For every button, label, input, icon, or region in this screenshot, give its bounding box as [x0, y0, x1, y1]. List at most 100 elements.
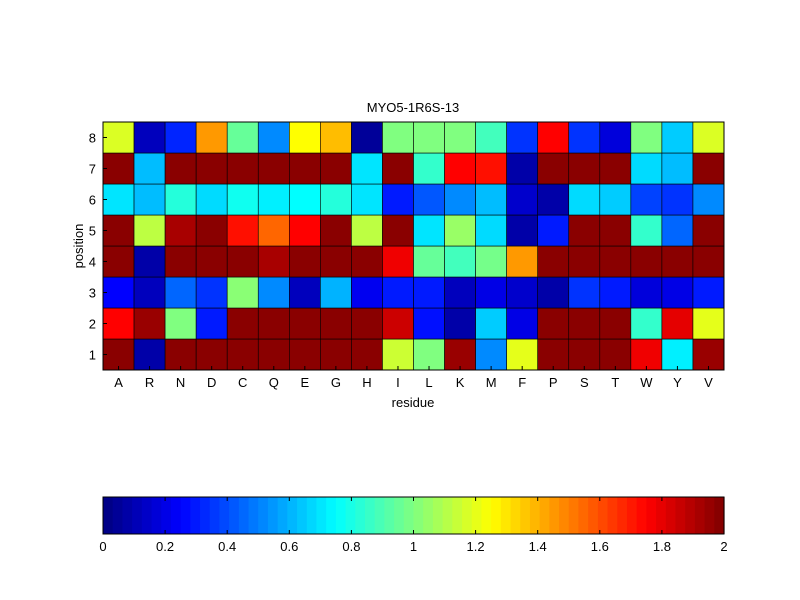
heatmap-cell-F-8: [506, 121, 538, 154]
colorbar-tick-label: 0.8: [342, 539, 360, 554]
heatmap-cell-F-3: [506, 276, 538, 309]
colorbar-swatch: [520, 497, 531, 534]
colorbar-swatch: [685, 497, 696, 534]
colorbar-swatch: [132, 497, 143, 534]
heatmap-cell-R-6: [133, 183, 166, 216]
heatmap-cell-G-8: [320, 121, 352, 154]
heatmap-cell-P-2: [537, 307, 570, 340]
colorbar-tick-label: 1.8: [653, 539, 671, 554]
heatmap-cell-Q-4: [257, 245, 290, 278]
y-tick-label-1: 1: [89, 348, 96, 363]
heatmap-cell-D-4: [195, 245, 228, 278]
heatmap-cell-L-6: [413, 183, 445, 216]
heatmap-cell-D-5: [195, 214, 228, 247]
heatmap-cell-A-6: [102, 183, 135, 216]
heatmap-cell-C-5: [226, 214, 259, 247]
x-tick-label-S: S: [580, 375, 589, 390]
colorbar-swatch: [626, 497, 638, 534]
colorbar-swatch: [403, 497, 415, 534]
heatmap-cell-Q-6: [257, 183, 290, 216]
heatmap-cell-K-1: [444, 338, 476, 371]
colorbar-swatch: [364, 497, 376, 534]
heatmap-cell-V-5: [692, 214, 725, 247]
x-tick-label-Q: Q: [269, 375, 279, 390]
heatmap-cell-K-6: [444, 183, 476, 216]
heatmap-cell-R-4: [133, 245, 166, 278]
heatmap-cell-F-2: [506, 307, 538, 340]
x-tick-label-Y: Y: [673, 375, 682, 390]
heatmap-grid: [102, 121, 725, 371]
y-axis-label: position: [71, 224, 86, 269]
heatmap-cell-I-6: [382, 183, 414, 216]
heatmap-cell-N-2: [164, 307, 197, 340]
x-axis-label: residue: [392, 395, 435, 410]
heatmap-cell-H-6: [351, 183, 383, 216]
heatmap-cell-P-1: [537, 338, 570, 371]
heatmap-cell-K-3: [444, 276, 476, 309]
heatmap-cell-D-2: [195, 307, 228, 340]
heatmap-cell-M-3: [475, 276, 507, 309]
x-tick-label-D: D: [207, 375, 216, 390]
colorbar-swatch: [219, 497, 230, 534]
heatmap-cell-E-3: [288, 276, 321, 309]
colorbar-swatch: [491, 497, 502, 534]
heatmap-cell-R-1: [133, 338, 166, 371]
y-axis-ticks: 1 2 3 4 5 6 7 8: [89, 131, 107, 363]
heatmap-cell-W-1: [630, 338, 663, 371]
x-tick-label-I: I: [396, 375, 400, 390]
colorbar-swatch: [151, 497, 162, 534]
heatmap-cell-V-2: [692, 307, 725, 340]
heatmap-cell-H-2: [351, 307, 383, 340]
heatmap-cell-D-6: [195, 183, 228, 216]
x-tick-label-P: P: [549, 375, 558, 390]
heatmap-cell-A-4: [102, 245, 135, 278]
colorbar-swatch: [238, 497, 250, 534]
colorbar-swatch: [607, 497, 618, 534]
heatmap-cell-W-5: [630, 214, 663, 247]
colorbar-swatch: [597, 497, 609, 534]
heatmap-cell-L-5: [413, 214, 445, 247]
heatmap-cell-S-6: [568, 183, 601, 216]
heatmap-cell-T-5: [599, 214, 632, 247]
heatmap-cell-G-4: [320, 245, 352, 278]
heatmap-cell-V-8: [692, 121, 725, 154]
heatmap-cell-E-1: [288, 338, 321, 371]
y-tick-label-7: 7: [89, 162, 96, 177]
heatmap-cell-I-4: [382, 245, 414, 278]
heatmap-cell-M-2: [475, 307, 507, 340]
colorbar-swatch: [694, 497, 706, 534]
heatmap-cell-C-7: [226, 152, 259, 185]
colorbar-swatch: [656, 497, 667, 534]
heatmap-cell-F-5: [506, 214, 538, 247]
x-tick-label-M: M: [486, 375, 497, 390]
heatmap-cell-W-7: [630, 152, 663, 185]
colorbar-tick-label: 1.4: [529, 539, 547, 554]
colorbar-swatch: [559, 497, 570, 534]
heatmap-cell-I-1: [382, 338, 414, 371]
colorbar-swatch: [588, 497, 599, 534]
heatmap-cell-Q-5: [257, 214, 290, 247]
heatmap-cell-M-4: [475, 245, 507, 278]
colorbar-swatch: [229, 497, 240, 534]
heatmap-cell-S-3: [568, 276, 601, 309]
heatmap-cell-F-7: [506, 152, 538, 185]
colorbar-swatch: [345, 497, 356, 534]
heatmap-cell-M-5: [475, 214, 507, 247]
colorbar-tick-label: 1.2: [467, 539, 485, 554]
colorbar-swatch: [704, 497, 715, 534]
heatmap-cell-C-1: [226, 338, 259, 371]
heatmap-cell-I-2: [382, 307, 414, 340]
heatmap-cell-Q-3: [257, 276, 290, 309]
heatmap-cell-E-4: [288, 245, 321, 278]
heatmap-cell-V-4: [692, 245, 725, 278]
heatmap-cell-G-7: [320, 152, 352, 185]
heatmap-cell-D-7: [195, 152, 228, 185]
heatmap-cell-N-8: [164, 121, 197, 154]
heatmap-cell-H-3: [351, 276, 383, 309]
heatmap-cell-E-5: [288, 214, 321, 247]
heatmap-cell-Y-8: [661, 121, 694, 154]
heatmap-cell-M-1: [475, 338, 507, 371]
heatmap-cell-A-2: [102, 307, 135, 340]
